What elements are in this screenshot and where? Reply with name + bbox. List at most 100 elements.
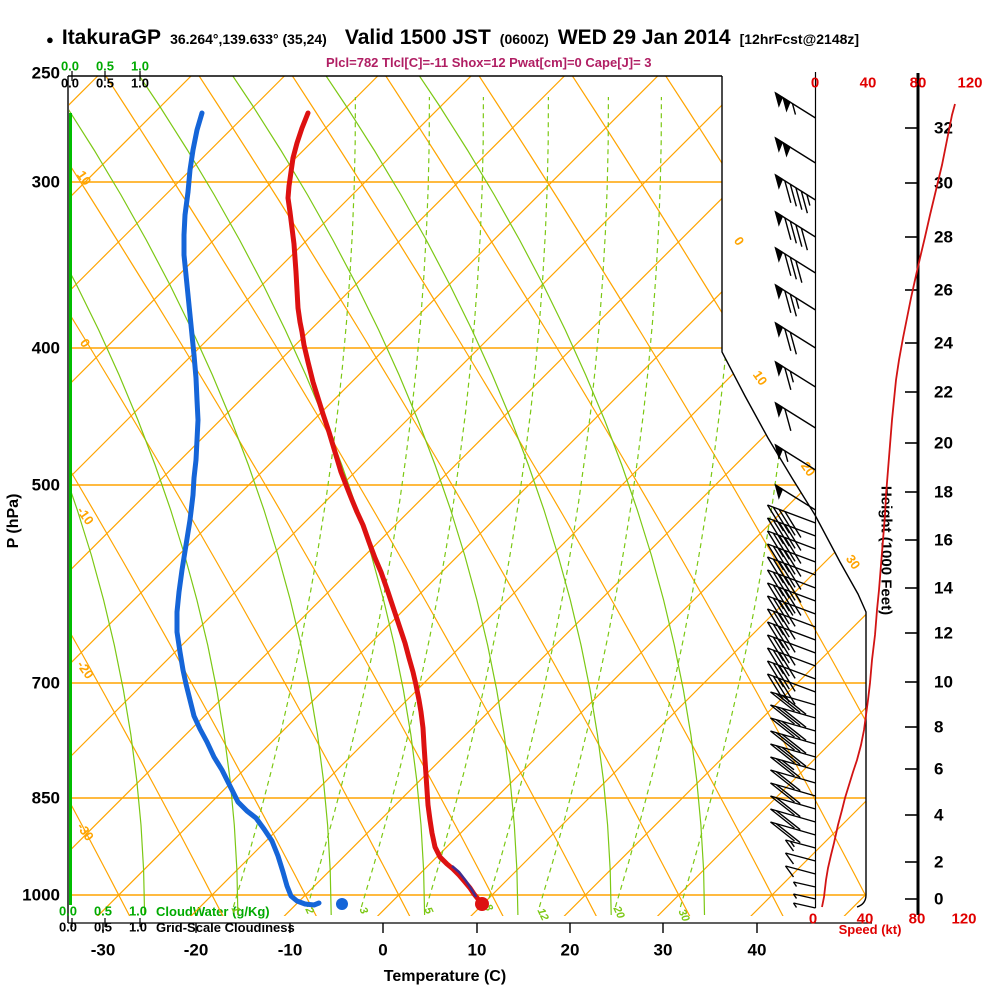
barb-full xyxy=(795,260,803,283)
wind-barb xyxy=(770,717,816,741)
wind-barb xyxy=(766,647,816,679)
cloudwater-axis-title: CloudWater (g/Kg) xyxy=(156,904,270,919)
barb-full xyxy=(778,664,796,692)
speed-axis-title: Speed (kt) xyxy=(838,922,902,937)
wind-barb xyxy=(766,621,816,653)
barb-full xyxy=(778,521,796,549)
barb-full xyxy=(784,217,792,241)
adiabat-label-left: 10 xyxy=(74,168,95,188)
barb-staff xyxy=(785,865,816,875)
adiabat-label-right: 10 xyxy=(750,368,771,388)
mixing-ratio-line xyxy=(614,96,738,908)
dry-adiabat-line xyxy=(69,76,319,916)
barb-full xyxy=(772,558,790,586)
wind-barbs-group xyxy=(766,91,816,909)
barb-staff xyxy=(793,893,816,900)
dry-adiabat-line xyxy=(191,76,693,916)
height-tick-label: 8 xyxy=(934,718,943,737)
height-tick-label: 6 xyxy=(934,760,943,779)
moist-adiabat-line xyxy=(408,76,706,916)
barb-half xyxy=(789,371,795,383)
speed-top-tick-label: 120 xyxy=(957,75,982,92)
dry-adiabat-line xyxy=(751,76,866,916)
barb-full xyxy=(766,595,785,623)
wind-barb xyxy=(774,443,816,471)
barb-full xyxy=(784,180,792,204)
wind-barb xyxy=(766,569,816,603)
barb-full xyxy=(795,187,803,210)
wind-barb xyxy=(766,530,816,564)
barb-full xyxy=(775,706,801,727)
barb-full xyxy=(770,821,795,842)
barb-full xyxy=(781,733,807,754)
barb-full xyxy=(772,649,790,677)
barb-full xyxy=(778,638,796,666)
pressure-tick-label: 500 xyxy=(32,476,60,495)
wind-barb xyxy=(766,517,816,551)
barb-full xyxy=(770,808,795,829)
barb-full xyxy=(778,508,796,536)
dry-adiabat-line xyxy=(284,76,786,916)
wind-barb xyxy=(770,730,816,754)
barb-pennant xyxy=(774,283,784,300)
barb-full xyxy=(778,573,796,601)
mixing-ratio-line xyxy=(306,96,430,908)
pressure-tick-label: 700 xyxy=(32,674,60,693)
barb-full xyxy=(778,586,796,614)
height-tick-label: 22 xyxy=(934,383,953,402)
wind-barb xyxy=(774,173,816,214)
barb-full xyxy=(770,691,795,712)
gridscale-top-scale-label: 0.5 xyxy=(96,76,114,91)
wind-barb xyxy=(770,808,816,831)
moist-adiabat-line xyxy=(221,76,519,916)
dry-adiabat-line xyxy=(69,76,133,916)
speed-bottom-tick-label: 120 xyxy=(951,911,976,928)
parcel-segment xyxy=(451,865,478,898)
barb-staff xyxy=(767,556,816,576)
wind-barb xyxy=(770,704,816,728)
isotherm-line xyxy=(69,76,192,916)
adiabat-label-left: -10 xyxy=(74,504,97,528)
barb-staff xyxy=(793,881,816,888)
wind-barb xyxy=(792,893,816,900)
gridscale-top-scale-label: 1.0 xyxy=(131,76,149,91)
mixing-ratio-label: 12 xyxy=(535,906,551,922)
barb-full xyxy=(766,582,785,610)
isotherm-line xyxy=(186,76,866,916)
height-tick-label: 16 xyxy=(934,531,953,550)
barb-full xyxy=(766,504,785,532)
cloudwater-bottom-scale-label: 1.0 xyxy=(129,904,147,919)
height-tick-label: 18 xyxy=(934,483,953,502)
cloudwater-top-scale-label: 0.5 xyxy=(96,59,114,74)
height-tick-label: 2 xyxy=(934,853,943,872)
moist-adiabat-line xyxy=(69,76,146,916)
forecast-tag: [12hrFcst@2148z] xyxy=(739,31,860,47)
height-tick-label: 24 xyxy=(934,334,953,353)
barb-full xyxy=(781,720,807,741)
cloudwater-top-scale-label: 0.0 xyxy=(61,59,79,74)
barb-full xyxy=(778,534,796,562)
pressure-tick-label: 850 xyxy=(32,789,60,808)
height-tick-label: 20 xyxy=(934,434,953,453)
barb-full xyxy=(778,560,796,588)
barb-full xyxy=(766,530,785,558)
barb-pennant xyxy=(774,136,784,153)
barb-staff xyxy=(767,673,816,693)
barb-full xyxy=(766,647,785,675)
isotherm-line xyxy=(69,76,845,916)
barb-staff xyxy=(767,543,816,563)
barb-staff xyxy=(767,621,816,641)
barb-full xyxy=(766,634,785,662)
barb-full xyxy=(772,675,790,703)
wind-barb xyxy=(774,91,816,119)
wind-barb xyxy=(774,246,816,283)
barb-staff xyxy=(767,504,816,524)
temperature-tick-label: -20 xyxy=(184,941,209,960)
height-tick-label: 26 xyxy=(934,281,953,300)
wind-barb xyxy=(792,881,816,888)
barb-pennant xyxy=(774,321,784,338)
barb-full xyxy=(775,810,801,831)
barb-full xyxy=(784,865,795,878)
barb-full xyxy=(766,569,785,597)
height-tick-label: 12 xyxy=(934,624,953,643)
